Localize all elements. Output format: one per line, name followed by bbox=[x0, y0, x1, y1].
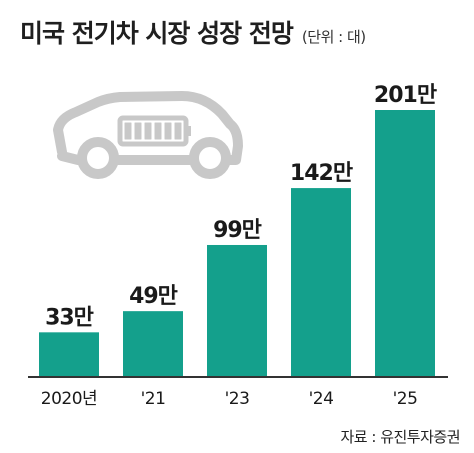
car-front-wheel-icon bbox=[77, 137, 119, 179]
x-tick-label: '23 bbox=[225, 389, 250, 409]
x-tick-label: '21 bbox=[141, 389, 166, 409]
car-bottom-icon bbox=[57, 151, 197, 165]
bar-0 bbox=[39, 332, 99, 376]
source-note: 자료 : 유진투자증권 bbox=[340, 428, 461, 446]
unit-note: (단위 : 대) bbox=[301, 28, 366, 46]
battery-cell-icon bbox=[154, 122, 162, 140]
bar-4 bbox=[375, 110, 435, 376]
car-rear-wheel-icon bbox=[189, 137, 231, 179]
car-body-icon bbox=[53, 91, 243, 165]
bar-value-label: 49만 bbox=[129, 284, 178, 309]
chart-title: 미국 전기차 시장 성장 전망 bbox=[20, 19, 294, 48]
bar-3 bbox=[291, 188, 351, 376]
battery-cell-icon bbox=[144, 122, 152, 140]
battery-cell-icon bbox=[124, 122, 132, 140]
bar-value-label: 99만 bbox=[213, 218, 262, 243]
electric-car-battery-icon bbox=[53, 91, 243, 179]
battery-cells-icon bbox=[124, 122, 182, 140]
battery-cell-icon bbox=[134, 122, 142, 140]
x-tick-label: '25 bbox=[393, 389, 418, 409]
x-tick-label: 2020년 bbox=[41, 389, 97, 409]
bar-2 bbox=[207, 244, 267, 376]
battery-cell-icon bbox=[174, 122, 182, 140]
chart-title-block: 미국 전기차 시장 성장 전망 (단위 : 대) bbox=[20, 14, 366, 50]
bar-1 bbox=[123, 311, 183, 376]
bar-value-label: 142만 bbox=[290, 161, 353, 186]
battery-tip-icon bbox=[186, 126, 191, 136]
battery-cell-icon bbox=[164, 122, 172, 140]
x-tick-label: '24 bbox=[309, 389, 334, 409]
bar-value-label: 33만 bbox=[45, 305, 94, 330]
bar-value-label: 201만 bbox=[374, 83, 437, 108]
